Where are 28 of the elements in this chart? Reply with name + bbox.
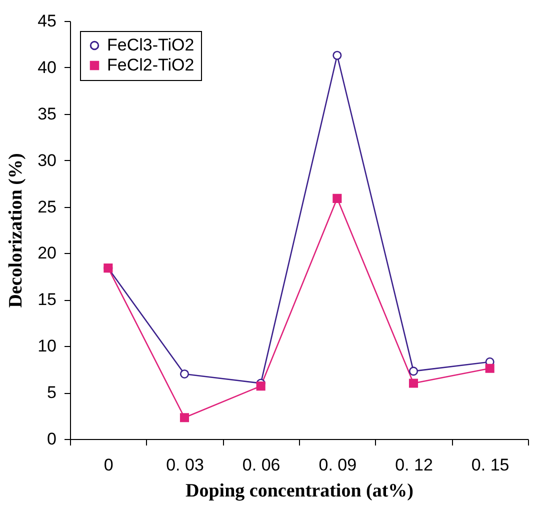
y-tick-label: 15 — [38, 290, 56, 310]
point — [332, 194, 342, 203]
point — [332, 50, 342, 60]
x-axis-title: Doping concentration (at%) — [186, 480, 414, 502]
point — [180, 369, 190, 378]
x-tick-label: 0 — [104, 456, 114, 474]
y-tick-label: 30 — [38, 150, 56, 170]
y-tick-label: 35 — [38, 104, 56, 124]
x-tick-label: 0. 12 — [395, 456, 433, 474]
x-tick-label: 0. 15 — [471, 456, 510, 474]
y-tick-label: 25 — [38, 197, 56, 216]
y-tick-label: 0 — [47, 430, 56, 448]
point — [408, 378, 418, 388]
legend-label: FeCl3-TiO2 — [107, 36, 194, 54]
y-tick-label: 10 — [38, 336, 56, 356]
point — [180, 413, 190, 422]
point — [485, 364, 494, 373]
y-tick-label: 45 — [38, 12, 56, 30]
y-tick-label: 5 — [47, 383, 56, 402]
x-tick-label: 0. 03 — [166, 456, 204, 474]
point — [408, 366, 418, 376]
legend-label: FeCl2-TiO2 — [107, 56, 194, 74]
point — [256, 382, 266, 391]
y-tick-label: 20 — [38, 244, 56, 263]
x-tick-label: 0. 06 — [242, 456, 280, 474]
x-tick-label: 0. 09 — [318, 456, 357, 474]
y-tick-label: 40 — [38, 58, 56, 77]
y-axis-title: Decolorization (%) — [6, 153, 27, 308]
